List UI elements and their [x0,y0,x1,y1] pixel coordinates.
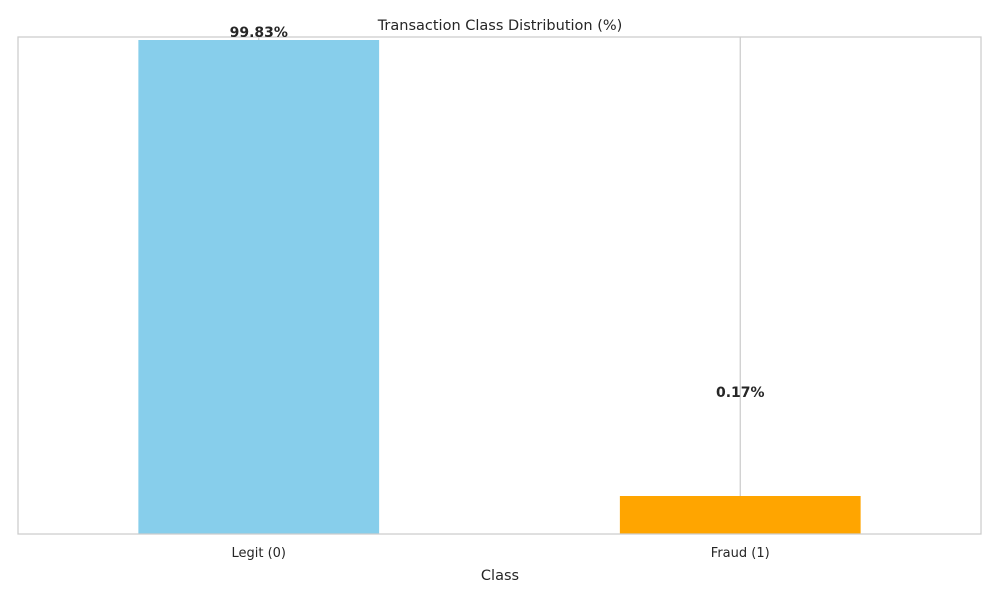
plot-frame [17,36,982,535]
bar-1 [619,496,861,534]
bar-0 [138,40,380,534]
x-axis-ticks: Legit (0) Fraud (1) [231,546,769,561]
x-tick-label-1: Fraud (1) [711,546,770,561]
x-axis-label: Class [481,568,519,584]
plot-area: 99.83% 0.17% [17,25,982,535]
bars [138,40,861,534]
data-label-0: 99.83% [230,25,288,41]
x-tick-label-0: Legit (0) [231,546,286,561]
chart-title: Transaction Class Distribution (%) [377,18,623,34]
data-labels: 99.83% 0.17% [230,25,765,401]
data-label-1: 0.17% [716,385,765,401]
